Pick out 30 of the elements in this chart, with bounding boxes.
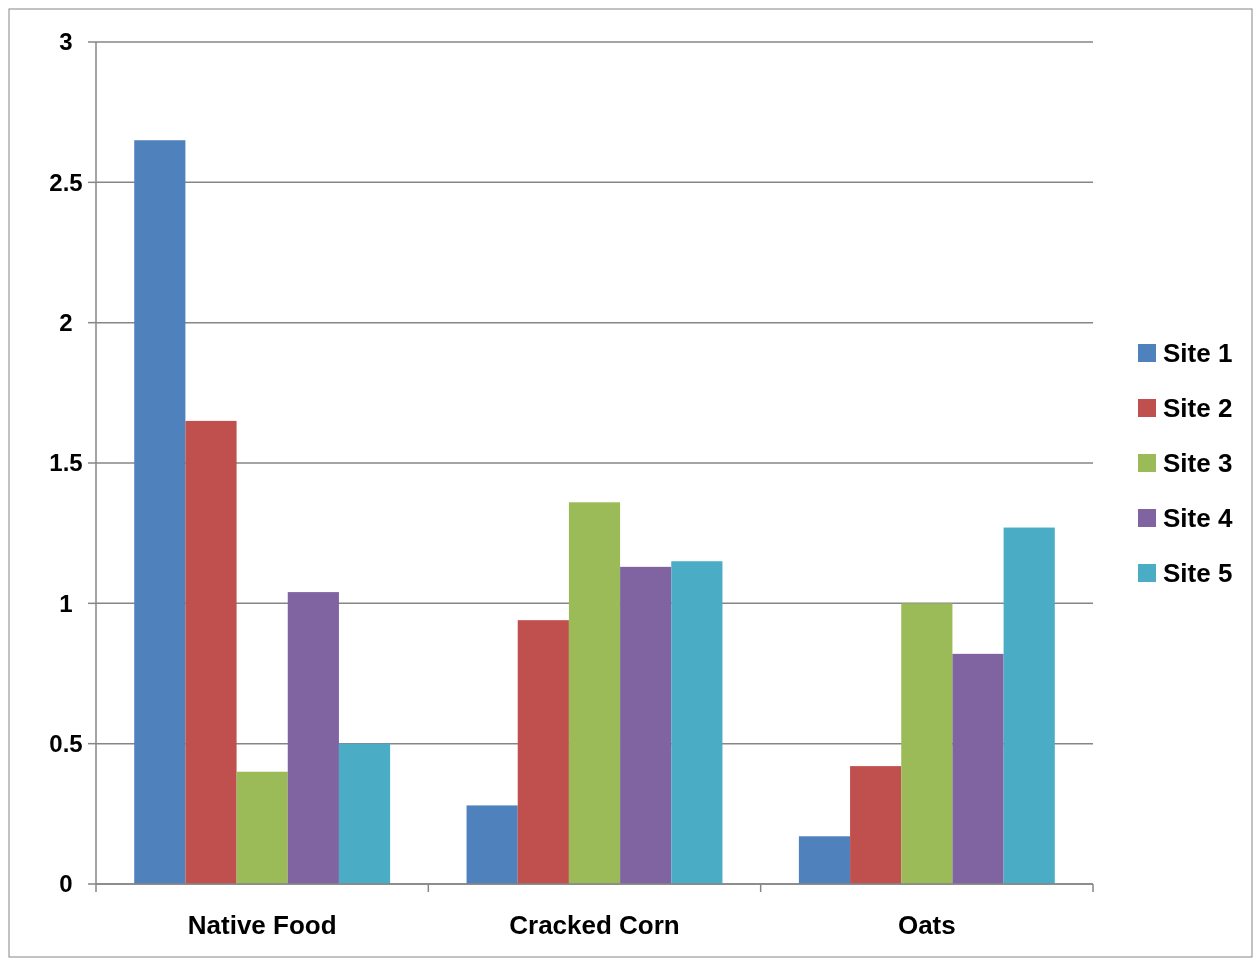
y-tick-label: 1.5 (49, 449, 83, 477)
legend-label: Site 4 (1163, 503, 1233, 534)
legend-label: Site 3 (1163, 448, 1233, 479)
y-tick-label: 1 (59, 589, 73, 617)
y-tick-label: 0.5 (49, 730, 83, 758)
bar (287, 592, 339, 884)
bar (568, 502, 621, 884)
bar (1003, 527, 1055, 884)
bar (185, 420, 237, 884)
bar (620, 566, 672, 884)
bar (901, 603, 953, 884)
bar (236, 771, 288, 884)
x-tick-label: Native Food (187, 910, 337, 940)
legend-label: Site 2 (1163, 393, 1233, 424)
bar (798, 836, 851, 884)
x-tick-label: Cracked Corn (509, 910, 680, 940)
y-tick-label: 2.5 (49, 168, 83, 196)
bar (850, 766, 902, 884)
bar (671, 561, 723, 884)
y-tick-label: 3 (59, 28, 73, 56)
bar (466, 805, 518, 884)
legend-label: Site 5 (1163, 558, 1233, 589)
y-tick-label: 2 (59, 309, 73, 337)
bar (517, 620, 569, 884)
legend-label: Site 1 (1163, 338, 1233, 369)
y-tick-label: 0 (59, 870, 73, 898)
bar (134, 140, 186, 884)
bar (952, 653, 1004, 884)
x-tick-label: Oats (897, 910, 956, 940)
bar (338, 743, 391, 884)
